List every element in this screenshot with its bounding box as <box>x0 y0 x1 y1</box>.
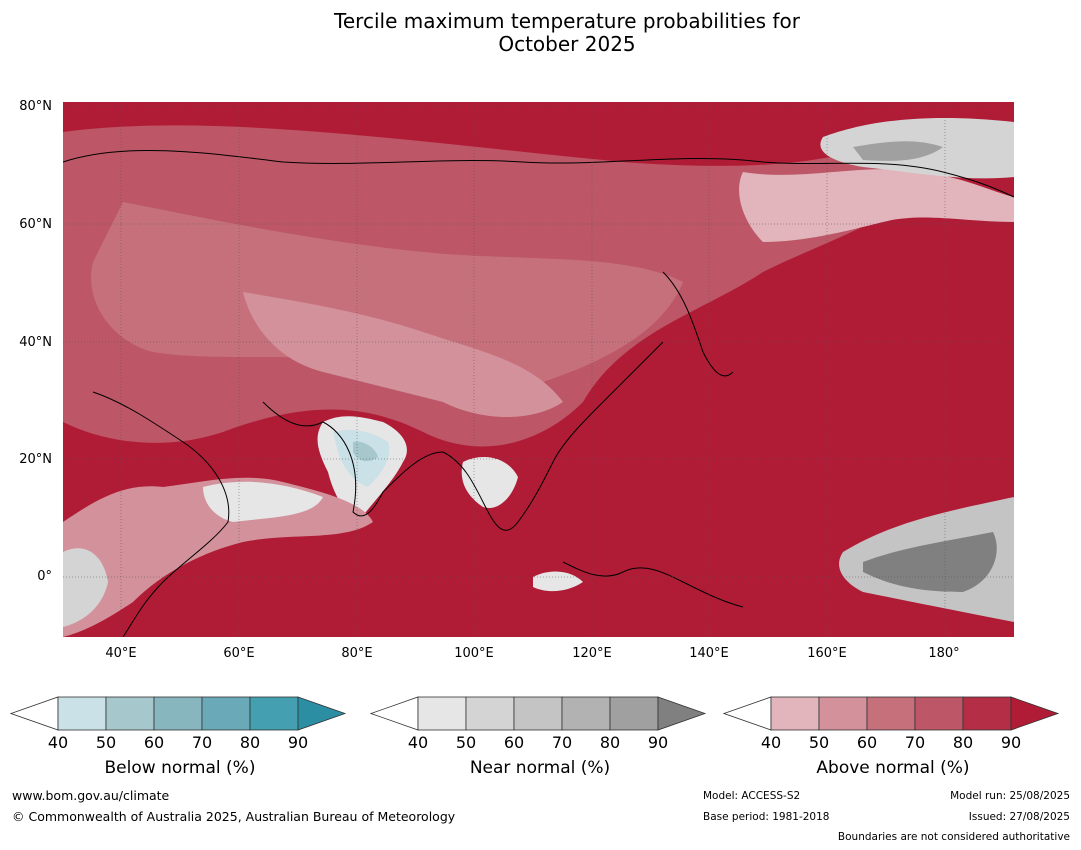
colorbar-tick-label: 80 <box>240 733 260 752</box>
colorbar-extend-low <box>10 696 59 731</box>
map-title: Tercile maximum temperature probabilitie… <box>0 10 1081 56</box>
colorbar-tick-label: 90 <box>648 733 668 752</box>
colorbar-tick-label: 70 <box>552 733 572 752</box>
colorbar-tick-label: 50 <box>809 733 829 752</box>
colorbar-tick-label: 40 <box>48 733 68 752</box>
colorbar-below-normal: 40 50 60 70 80 90 <box>10 696 347 752</box>
colorbar-swatch <box>770 696 820 731</box>
colorbar-swatch <box>249 696 299 731</box>
lat-label: 0° <box>37 569 52 584</box>
colorbar-extend-high <box>1010 696 1060 731</box>
lon-label: 40°E <box>105 646 137 661</box>
map-title-line2: October 2025 <box>498 32 636 56</box>
lon-label: 180° <box>928 646 960 661</box>
footer-url: www.bom.gov.au/climate <box>12 788 170 803</box>
colorbar-swatch <box>105 696 155 731</box>
lon-label: 60°E <box>223 646 255 661</box>
colorbar-tick-label: 90 <box>288 733 308 752</box>
colorbar-swatch <box>201 696 251 731</box>
colorbar-extend-high <box>297 696 347 731</box>
footer-issued: Issued: 27/08/2025 <box>968 811 1070 823</box>
colorbar-tick-label: 90 <box>1001 733 1021 752</box>
colorbar-tick-label: 60 <box>144 733 164 752</box>
colorbar-swatch <box>513 696 563 731</box>
colorbar-swatch <box>57 696 107 731</box>
colorbar-tick-label: 60 <box>857 733 877 752</box>
colorbar-extend-low <box>370 696 419 731</box>
colorbar-extend-low <box>723 696 772 731</box>
lon-label: 160°E <box>807 646 847 661</box>
lat-label: 20°N <box>19 452 52 467</box>
colorbar-swatch <box>609 696 659 731</box>
colorbar-swatch <box>818 696 868 731</box>
colorbar-swatch <box>561 696 611 731</box>
colorbar-extend-high <box>657 696 707 731</box>
colorbar-swatch <box>962 696 1012 731</box>
colorbar-near-normal: 40 50 60 70 80 90 <box>370 696 707 752</box>
colorbar-title-near: Near normal (%) <box>469 758 611 778</box>
lat-label: 80°N <box>19 99 52 114</box>
colorbar-swatch <box>914 696 964 731</box>
colorbar-swatch <box>417 696 467 731</box>
colorbar-title-above: Above normal (%) <box>816 758 970 778</box>
probability-map <box>63 102 1014 637</box>
lat-label: 60°N <box>19 217 52 232</box>
colorbar-tick-label: 70 <box>192 733 212 752</box>
colorbar-tick-label: 50 <box>456 733 476 752</box>
colorbar-swatch <box>866 696 916 731</box>
lon-label: 140°E <box>689 646 729 661</box>
colorbar-tick-label: 80 <box>600 733 620 752</box>
footer-model-run: Model run: 25/08/2025 <box>950 790 1070 802</box>
footer-boundaries: Boundaries are not considered authoritat… <box>837 831 1070 843</box>
lat-label: 40°N <box>19 335 52 350</box>
colorbar-tick-label: 40 <box>408 733 428 752</box>
map-title-line1: Tercile maximum temperature probabilitie… <box>334 9 800 33</box>
colorbar-tick-label: 70 <box>905 733 925 752</box>
colorbar-swatch <box>153 696 203 731</box>
colorbar-above-normal: 40 50 60 70 80 90 <box>723 696 1060 752</box>
lon-label: 100°E <box>454 646 494 661</box>
lon-label: 120°E <box>572 646 612 661</box>
colorbar-tick-label: 50 <box>96 733 116 752</box>
footer-copyright: © Commonwealth of Australia 2025, Austra… <box>12 809 456 824</box>
colorbar-title-below: Below normal (%) <box>104 758 256 778</box>
colorbar-swatch <box>465 696 515 731</box>
footer-model: Model: ACCESS-S2 <box>703 790 801 802</box>
lon-label: 80°E <box>341 646 373 661</box>
colorbar-tick-label: 80 <box>953 733 973 752</box>
footer-base-period: Base period: 1981-2018 <box>703 811 830 823</box>
colorbar-tick-label: 60 <box>504 733 524 752</box>
colorbar-tick-label: 40 <box>761 733 781 752</box>
